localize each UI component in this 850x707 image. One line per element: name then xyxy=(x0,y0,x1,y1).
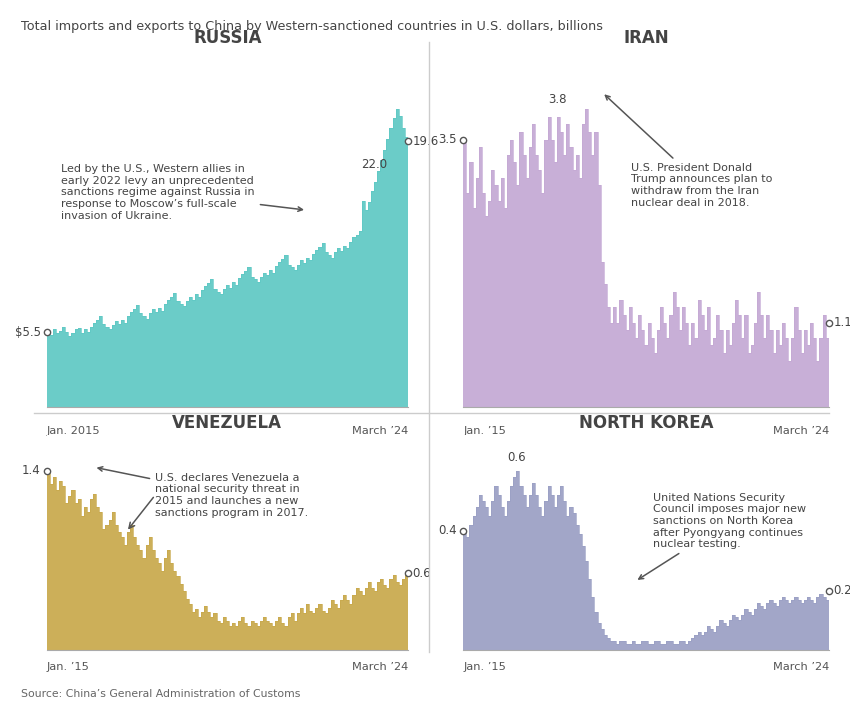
Text: Jan. 2015: Jan. 2015 xyxy=(47,426,100,436)
Text: Source: China’s General Administration of Customs: Source: China’s General Administration o… xyxy=(21,689,301,699)
Text: March ’24: March ’24 xyxy=(773,426,829,436)
Text: 0.2: 0.2 xyxy=(834,584,850,597)
Text: United Nations Security
Council imposes major new
sanctions on North Korea
after: United Nations Security Council imposes … xyxy=(639,493,807,579)
Title: NORTH KOREA: NORTH KOREA xyxy=(579,414,713,432)
Text: March ’24: March ’24 xyxy=(352,426,408,436)
Text: 22.0: 22.0 xyxy=(361,158,387,171)
Text: $5.5: $5.5 xyxy=(14,326,41,339)
Text: Jan. ’15: Jan. ’15 xyxy=(47,662,89,672)
Text: Led by the U.S., Western allies in
early 2022 levy an unprecedented
sanctions re: Led by the U.S., Western allies in early… xyxy=(61,164,303,221)
Text: U.S. President Donald
Trump announces plan to
withdraw from the Iran
nuclear dea: U.S. President Donald Trump announces pl… xyxy=(605,95,773,208)
Title: VENEZUELA: VENEZUELA xyxy=(173,414,282,432)
Text: Total imports and exports to China by Western-sanctioned countries in U.S. dolla: Total imports and exports to China by We… xyxy=(21,20,604,33)
Text: 1.4: 1.4 xyxy=(22,464,41,477)
Text: Jan. ’15: Jan. ’15 xyxy=(463,662,506,672)
Text: March ’24: March ’24 xyxy=(773,662,829,672)
Text: 0.6: 0.6 xyxy=(507,451,525,464)
Text: 1.1: 1.1 xyxy=(834,316,850,329)
Title: RUSSIA: RUSSIA xyxy=(193,28,262,47)
Text: 3.8: 3.8 xyxy=(547,93,566,106)
Text: 3.5: 3.5 xyxy=(439,133,457,146)
Text: Jan. ’15: Jan. ’15 xyxy=(463,426,506,436)
Text: March ’24: March ’24 xyxy=(352,662,408,672)
Text: 19.6: 19.6 xyxy=(412,135,439,148)
Text: 0.6: 0.6 xyxy=(412,567,431,580)
Text: U.S. declares Venezuela a
national security threat in
2015 and launches a new
sa: U.S. declares Venezuela a national secur… xyxy=(98,467,309,518)
Text: 0.4: 0.4 xyxy=(439,524,457,537)
Title: IRAN: IRAN xyxy=(623,28,669,47)
